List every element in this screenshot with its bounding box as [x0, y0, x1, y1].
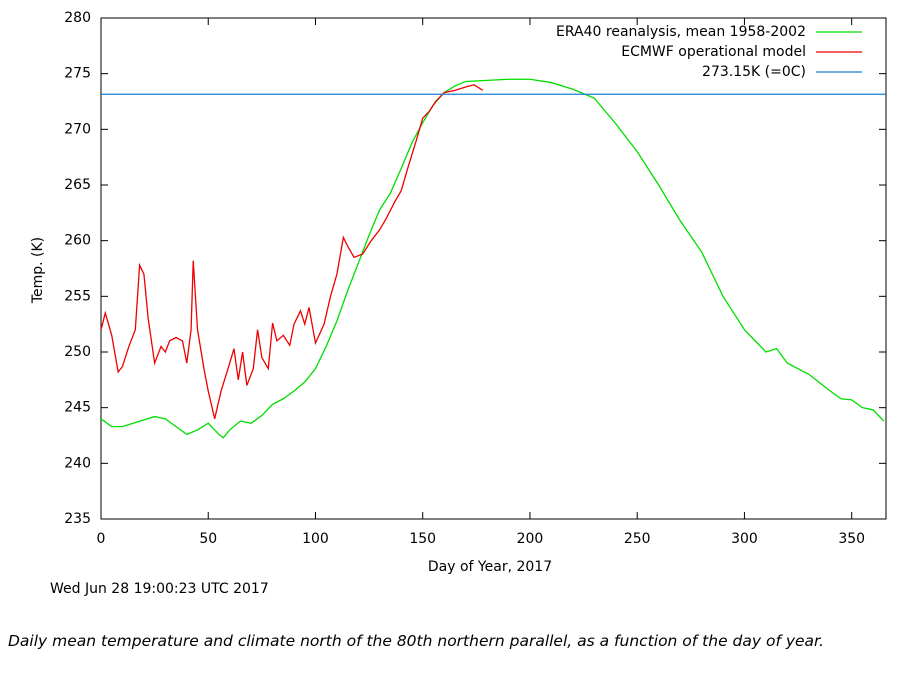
y-tick-label: 275	[64, 66, 91, 82]
timestamp: Wed Jun 28 19:00:23 UTC 2017	[50, 581, 269, 597]
legend-label: 273.15K (=0C)	[702, 64, 806, 80]
y-tick-label: 235	[64, 511, 91, 527]
plot-frame	[100, 17, 887, 520]
y-tick-label: 280	[64, 10, 91, 26]
legend-label: ECMWF operational model	[621, 44, 806, 60]
x-tick-label: 100	[302, 531, 329, 547]
x-tick-label: 350	[838, 531, 865, 547]
y-tick-label: 255	[64, 288, 91, 304]
x-tick-label: 250	[624, 531, 651, 547]
y-tick-label: 250	[64, 344, 91, 360]
x-tick-label: 0	[97, 531, 106, 547]
series-line	[100, 84, 484, 419]
x-tick-label: 200	[517, 531, 544, 547]
x-tick-label: 50	[199, 531, 217, 547]
series-line	[100, 78, 885, 439]
y-tick-label: 270	[64, 121, 91, 137]
legend-label: ERA40 reanalysis, mean 1958-2002	[556, 24, 806, 40]
x-tick-label: 300	[731, 531, 758, 547]
caption: Daily mean temperature and climate north…	[8, 632, 824, 650]
y-tick-label: 265	[64, 177, 91, 193]
x-tick-label: 150	[409, 531, 436, 547]
chart: Day of Year, 2017 Temp. (K) Wed Jun 28 1…	[30, 10, 887, 597]
x-axis-label: Day of Year, 2017	[428, 559, 552, 575]
y-tick-label: 240	[64, 455, 91, 471]
y-axis-label: Temp. (K)	[30, 237, 46, 304]
y-tick-label: 260	[64, 233, 91, 249]
y-tick-label: 245	[64, 400, 91, 416]
